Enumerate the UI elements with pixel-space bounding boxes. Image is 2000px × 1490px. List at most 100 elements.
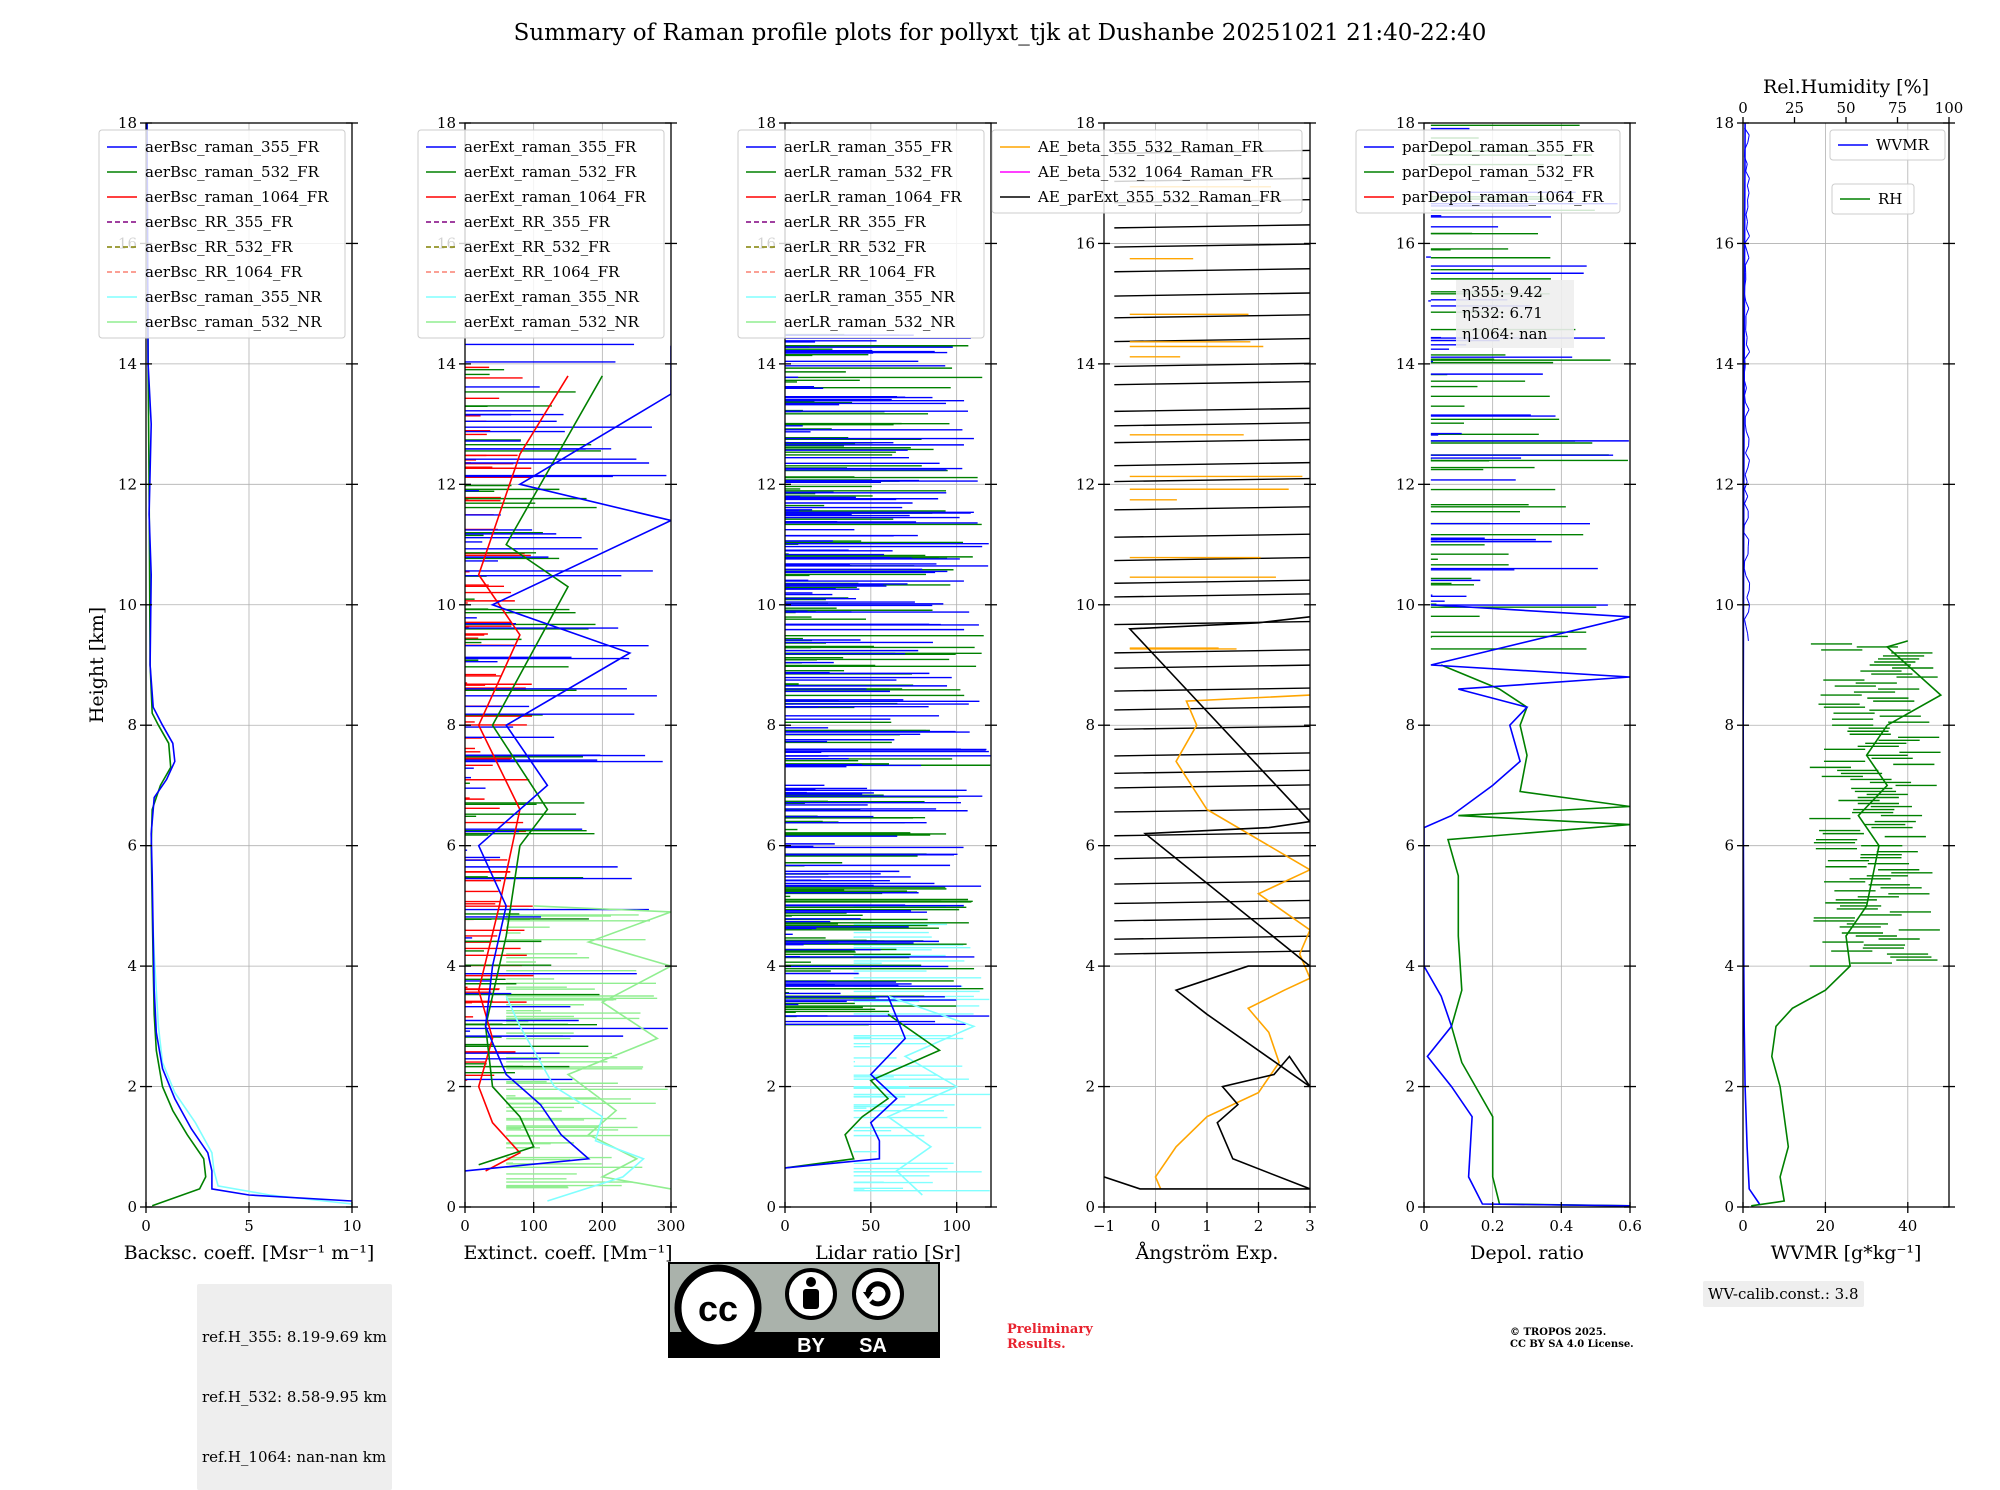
noise-trace-wvmr xyxy=(1746,453,1750,460)
x-tick-label: 0 xyxy=(460,1217,470,1235)
noise-trace-ae-parext xyxy=(1114,900,1310,903)
y-tick-label: 10 xyxy=(757,596,776,614)
y-tick-label: 12 xyxy=(1715,475,1734,493)
noise-trace-wvmr xyxy=(1746,330,1747,337)
noise-trace-wvmr xyxy=(1748,460,1750,467)
y-tick-label: 14 xyxy=(1076,355,1095,373)
legend-label: aerLR_RR_532_FR xyxy=(784,238,926,256)
x-axis-label: Depol. ratio xyxy=(1470,1242,1584,1264)
x-tick-label: 200 xyxy=(588,1217,617,1235)
legend-wvmr: WVMR xyxy=(1830,130,1945,160)
noise-trace-ae-parext xyxy=(1114,688,1310,691)
series-aerBsc_raman_355_NR xyxy=(152,906,352,1204)
noise-trace-wvmr xyxy=(1746,164,1747,171)
legend-label: aerExt_raman_355_NR xyxy=(464,288,640,306)
y-tick-label: 4 xyxy=(127,957,137,975)
cc-by-sa-icon: cc BY SA xyxy=(668,1262,940,1358)
preliminary-results-note: Preliminary Results. xyxy=(1007,1322,1127,1352)
panel-bsc: 0246810121416180510Backsc. coeff. [Msr⁻¹… xyxy=(86,114,374,1264)
x-axis-label: Backsc. coeff. [Msr⁻¹ m⁻¹] xyxy=(124,1242,375,1264)
legend-rh: RH xyxy=(1832,184,1914,214)
noise-trace-ae-parext xyxy=(1114,534,1310,537)
noise-trace-ae-parext xyxy=(1114,622,1310,625)
noise-trace-wvmr xyxy=(1745,424,1746,431)
ref-height-1064: ref.H_1064: nan-nan km xyxy=(202,1447,387,1467)
legend-label: aerBsc_raman_1064_FR xyxy=(145,188,329,206)
noise-trace-ae-parext xyxy=(1114,753,1310,756)
noise-trace-wvmr xyxy=(1744,612,1748,619)
legend-label: aerLR_RR_1064_FR xyxy=(784,263,936,281)
noise-trace-wvmr xyxy=(1746,207,1748,214)
noise-trace-wvmr xyxy=(1747,229,1750,236)
noise-trace-ae-parext xyxy=(1114,665,1310,668)
top-axis-label: Rel.Humidity [%] xyxy=(1763,76,1929,98)
noise-trace-wvmr xyxy=(1748,540,1749,547)
noise-trace-ae-parext xyxy=(1114,463,1310,466)
y-tick-label: 14 xyxy=(437,355,456,373)
noise-trace-wvmr xyxy=(1745,504,1749,511)
legend-label: aerLR_raman_532_NR xyxy=(784,313,955,331)
copyright-line-1: © TROPOS 2025. xyxy=(1510,1327,1700,1339)
legend-label: aerBsc_raman_532_FR xyxy=(145,163,320,181)
y-tick-label: 2 xyxy=(1724,1078,1734,1096)
x-tick-label: 1 xyxy=(1202,1217,1212,1235)
reference-height-box: ref.H_355: 8.19-9.69 km ref.H_532: 8.58-… xyxy=(197,1284,392,1490)
y-tick-label: 4 xyxy=(1405,957,1415,975)
y-tick-label: 6 xyxy=(1085,837,1095,855)
y-tick-label: 8 xyxy=(1724,716,1734,734)
license-by-label: BY xyxy=(797,1335,825,1357)
series-parDepol_raman_532_FR xyxy=(1441,665,1630,1206)
x-tick-label: 5 xyxy=(244,1217,254,1235)
legend-label: aerBsc_raman_355_NR xyxy=(145,288,322,306)
noise-trace-ae-parext xyxy=(1114,650,1310,653)
noise-trace-ae-parext xyxy=(1114,785,1310,788)
y-tick-label: 8 xyxy=(1085,716,1095,734)
noise-trace-ae-parext xyxy=(1114,507,1310,510)
top-x-tick-label: 100 xyxy=(1935,99,1964,117)
y-tick-label: 0 xyxy=(766,1198,776,1216)
noise-trace-ae-parext xyxy=(1114,440,1310,443)
legend-label: aerExt_RR_532_FR xyxy=(464,238,611,256)
noise-trace-ae-parext xyxy=(1114,707,1310,710)
noise-trace-wvmr xyxy=(1749,605,1750,612)
legend-label: AE_beta_355_532_Raman_FR xyxy=(1037,138,1264,156)
y-tick-label: 12 xyxy=(437,475,456,493)
y-tick-label: 0 xyxy=(446,1198,456,1216)
noise-trace-wvmr xyxy=(1745,467,1748,474)
legend-label: parDepol_raman_355_FR xyxy=(1402,138,1595,156)
y-tick-label: 10 xyxy=(1396,596,1415,614)
x-tick-label: 100 xyxy=(942,1217,971,1235)
y-tick-label: 6 xyxy=(766,837,776,855)
annotation-line: η532: 6.71 xyxy=(1462,304,1543,322)
noise-trace-ae-parext xyxy=(1114,770,1310,773)
noise-trace-wvmr xyxy=(1747,251,1749,258)
y-axis-label: Height [km] xyxy=(86,607,108,723)
noise-trace-wvmr xyxy=(1745,258,1749,265)
series-parDepol_raman_355_FR xyxy=(1424,605,1630,1206)
legend-label: AE_beta_532_1064_Raman_FR xyxy=(1037,163,1273,181)
noise-trace-wvmr xyxy=(1746,345,1749,352)
y-tick-label: 2 xyxy=(446,1078,456,1096)
x-tick-label: 3 xyxy=(1305,1217,1315,1235)
noise-trace-ae-parext xyxy=(1114,479,1310,482)
y-tick-label: 6 xyxy=(127,837,137,855)
y-tick-label: 12 xyxy=(1396,475,1415,493)
legend-label: aerLR_RR_355_FR xyxy=(784,213,926,231)
legend-label: aerExt_RR_355_FR xyxy=(464,213,611,231)
legend-label: aerExt_raman_355_FR xyxy=(464,138,637,156)
x-axis-label: Ångström Exp. xyxy=(1135,1242,1279,1264)
y-tick-label: 8 xyxy=(1405,716,1415,734)
x-axis-label: Lidar ratio [Sr] xyxy=(815,1242,961,1264)
top-x-tick-label: 0 xyxy=(1738,99,1748,117)
noise-trace-ae-parext xyxy=(1114,918,1310,921)
y-tick-label: 0 xyxy=(127,1198,137,1216)
panel-ext: 0246810121416180100200300Extinct. coeff.… xyxy=(418,114,685,1264)
legend-ae: AE_beta_355_532_Raman_FR AE_beta_532_1064… xyxy=(992,130,1302,213)
noise-trace-ae-parext xyxy=(1114,315,1310,318)
y-tick-label: 4 xyxy=(446,957,456,975)
noise-trace-wvmr xyxy=(1747,222,1748,229)
legend-lr: aerLR_raman_355_FRaerLR_raman_532_FRaerL… xyxy=(738,130,984,338)
x-tick-label: 100 xyxy=(519,1217,548,1235)
y-tick-label: 6 xyxy=(1724,837,1734,855)
